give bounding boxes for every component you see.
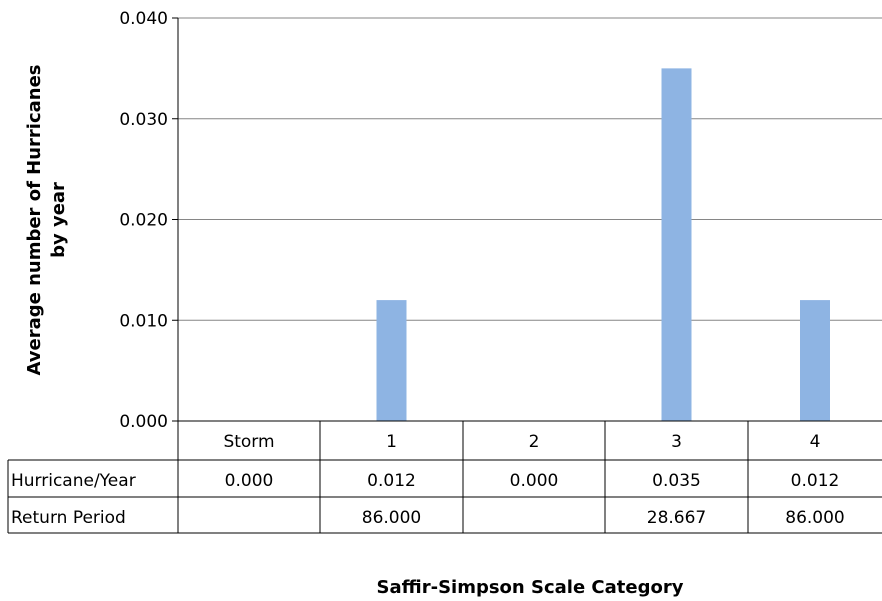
bar bbox=[800, 300, 830, 421]
y-axis: 0.000 0.010 0.020 0.030 0.040 bbox=[119, 9, 179, 432]
category-label: 1 bbox=[386, 432, 397, 452]
gridlines bbox=[178, 17, 882, 321]
y-axis-title-line-1: Average number of Hurricanes bbox=[24, 64, 45, 375]
table-row-label: Return Period bbox=[11, 508, 126, 528]
y-tick-label: 0.010 bbox=[119, 311, 168, 331]
category-label: 2 bbox=[529, 432, 540, 452]
bar bbox=[376, 300, 407, 421]
table-cell: 0.000 bbox=[225, 471, 274, 491]
table-row-label: Hurricane/Year bbox=[11, 471, 136, 491]
y-tick-label: 0.000 bbox=[119, 412, 168, 432]
category-label: Storm bbox=[223, 432, 274, 452]
x-axis-title: Saffir-Simpson Scale Category bbox=[377, 577, 684, 598]
table-cell: 0.035 bbox=[652, 471, 701, 491]
table-cell: 28.667 bbox=[647, 508, 706, 528]
category-label: 4 bbox=[810, 432, 821, 452]
bars bbox=[376, 68, 830, 421]
table-cell: 0.012 bbox=[367, 471, 416, 491]
table-cell: 0.012 bbox=[791, 471, 840, 491]
table-cell: 86.000 bbox=[362, 508, 421, 528]
bar bbox=[661, 68, 692, 421]
y-axis-title-line-2: by year bbox=[48, 182, 69, 258]
y-tick-label: 0.040 bbox=[119, 9, 168, 29]
category-label: 3 bbox=[671, 432, 682, 452]
y-tick-label: 0.030 bbox=[119, 110, 168, 130]
y-tick-label: 0.020 bbox=[119, 211, 168, 231]
table-cell: 86.000 bbox=[785, 508, 844, 528]
data-table: Storm 1 2 3 4 Hurricane/Year 0.000 0.012 0.000 0.… bbox=[7, 420, 882, 534]
table-cell: 0.000 bbox=[510, 471, 559, 491]
